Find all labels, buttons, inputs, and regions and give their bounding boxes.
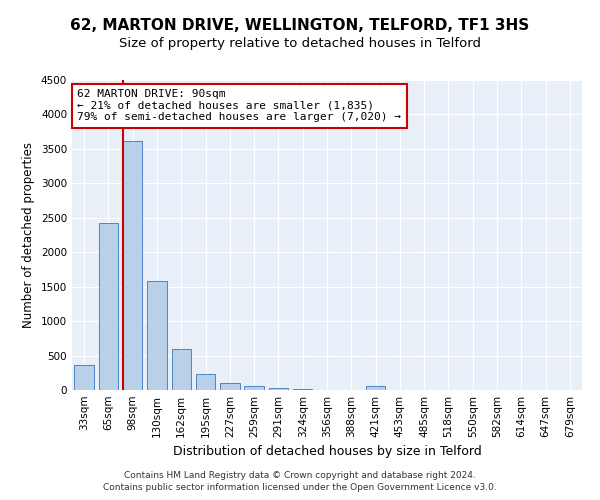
Bar [123, 140, 142, 390]
Bar [99, 224, 118, 390]
Bar [366, 386, 385, 390]
Bar [172, 350, 191, 390]
Text: 62, MARTON DRIVE, WELLINGTON, TELFORD, TF1 3HS: 62, MARTON DRIVE, WELLINGTON, TELFORD, T… [70, 18, 530, 32]
Text: 62 MARTON DRIVE: 90sqm
← 21% of detached houses are smaller (1,835)
79% of semi-: 62 MARTON DRIVE: 90sqm ← 21% of detached… [77, 90, 401, 122]
Y-axis label: Number of detached properties: Number of detached properties [22, 142, 35, 328]
Bar [269, 388, 288, 390]
Text: Contains public sector information licensed under the Open Government Licence v3: Contains public sector information licen… [103, 484, 497, 492]
Text: Size of property relative to detached houses in Telford: Size of property relative to detached ho… [119, 38, 481, 51]
X-axis label: Distribution of detached houses by size in Telford: Distribution of detached houses by size … [173, 446, 481, 458]
Bar [220, 383, 239, 390]
Bar [196, 374, 215, 390]
Bar [147, 281, 167, 390]
Bar [244, 386, 264, 390]
Bar [74, 364, 94, 390]
Text: Contains HM Land Registry data © Crown copyright and database right 2024.: Contains HM Land Registry data © Crown c… [124, 471, 476, 480]
